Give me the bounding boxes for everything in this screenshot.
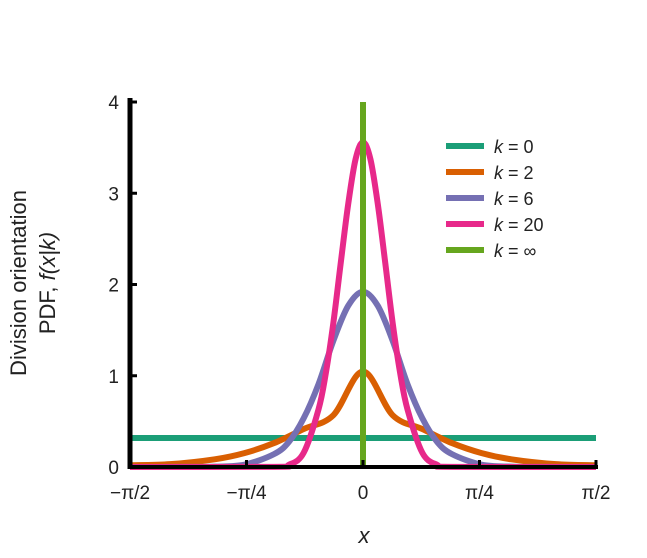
legend: k = 0k = 2k = 6k = 20k = ∞ xyxy=(446,137,544,261)
y-tick-label-1: 1 xyxy=(108,367,119,388)
y-axis-label-line2: PDF, f(x|k) xyxy=(35,232,60,334)
legend-label-3: k = 20 xyxy=(494,215,544,235)
y-tick-label-0: 0 xyxy=(108,458,119,479)
legend-label-rest-3: = 20 xyxy=(503,215,544,235)
y-axis-label-function: f(x|k) xyxy=(35,232,60,280)
x-tick-label-4: π/2 xyxy=(582,483,611,504)
legend-label-rest-2: = 6 xyxy=(503,189,534,209)
x-tick-label-2: 0 xyxy=(358,483,369,504)
legend-label-2: k = 6 xyxy=(494,189,534,209)
legend-label-1: k = 2 xyxy=(494,163,534,183)
y-axis-label: Division orientation PDF, f(x|k) xyxy=(6,190,60,376)
legend-label-var-2: k xyxy=(494,189,504,209)
y-axis-label-prefix: PDF, xyxy=(35,280,60,334)
legend-label-rest-1: = 2 xyxy=(503,163,534,183)
x-tick-label-3: π/4 xyxy=(465,483,494,504)
legend-label-var-1: k xyxy=(494,163,504,183)
y-tick-label-3: 3 xyxy=(108,184,119,205)
y-tick-label-4: 4 xyxy=(108,93,119,114)
legend-label-0: k = 0 xyxy=(494,137,534,157)
ticks: 0 1 2 3 4 −π/2 −π/4 0 π/4 π/2 xyxy=(108,93,610,504)
y-tick-label-2: 2 xyxy=(108,276,119,297)
series-layer xyxy=(129,102,597,471)
x-axis-label: x xyxy=(358,523,371,548)
legend-label-rest-4: = ∞ xyxy=(503,241,537,261)
legend-label-4: k = ∞ xyxy=(494,241,537,261)
legend-label-var-0: k xyxy=(494,137,504,157)
legend-label-var-3: k xyxy=(494,215,504,235)
legend-label-var-4: k xyxy=(494,241,504,261)
x-tick-label-1: −π/4 xyxy=(226,483,266,504)
y-axis-label-line1: Division orientation xyxy=(6,190,31,376)
x-tick-label-0: −π/2 xyxy=(110,483,150,504)
legend-label-rest-0: = 0 xyxy=(503,137,534,157)
